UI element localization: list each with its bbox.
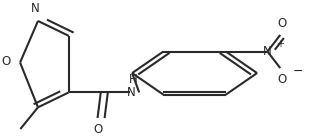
Text: O: O (93, 123, 102, 136)
Text: N: N (127, 86, 136, 99)
Text: N: N (31, 2, 39, 15)
Text: H: H (128, 73, 137, 86)
Text: +: + (276, 39, 284, 49)
Text: O: O (277, 73, 287, 86)
Text: O: O (277, 17, 287, 30)
Text: −: − (292, 65, 303, 78)
Text: O: O (1, 55, 10, 68)
Text: N: N (263, 45, 272, 58)
